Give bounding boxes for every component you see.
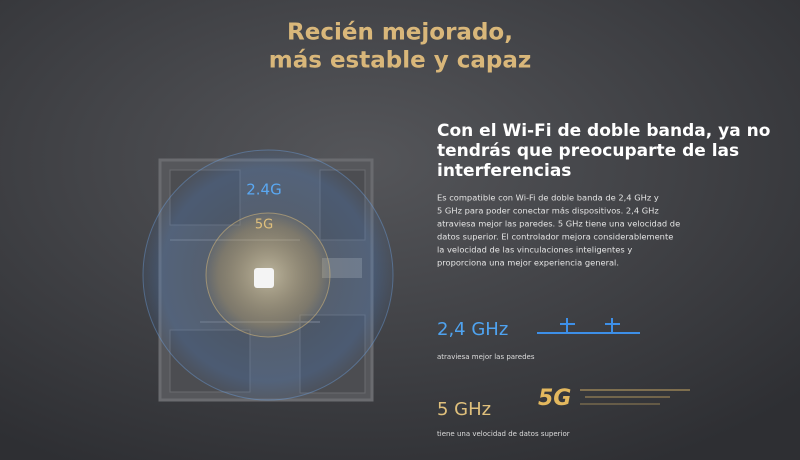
section-heading: Con el Wi-Fi de doble banda, ya no: [437, 121, 770, 141]
floor-plan: [142, 149, 394, 402]
section-heading: interferencias: [437, 161, 571, 181]
paragraph-line: Es compatible con Wi-Fi de doble banda d…: [437, 193, 659, 203]
section-heading: tendrás que preocuparte de las: [437, 141, 739, 161]
paragraph-line: proporciona una mejor experiencia genera…: [437, 258, 619, 268]
speed-lines: [580, 389, 690, 405]
band-caption: atraviesa mejor las paredes: [437, 353, 535, 361]
paragraph-line: 5 GHz para poder conectar más dispositiv…: [437, 206, 659, 216]
band-label: 2,4 GHz: [437, 319, 508, 340]
band-caption: tiene una velocidad de datos superior: [437, 430, 570, 438]
paragraph-line: datos superior. El controlador mejora co…: [437, 232, 673, 242]
title: Recién mejorado,: [287, 20, 513, 46]
map-label: 2.4G: [246, 181, 281, 199]
wall-icon: [537, 318, 640, 334]
map-label: 5G: [255, 218, 273, 233]
title: más estable y capaz: [269, 48, 531, 74]
5g-logo: 5G: [538, 386, 571, 411]
band-label: 5 GHz: [437, 399, 491, 420]
paragraph-line: atraviesa mejor las paredes. 5 GHz tiene…: [437, 219, 680, 229]
paragraph-line: la velocidad de las vinculaciones inteli…: [437, 245, 632, 255]
